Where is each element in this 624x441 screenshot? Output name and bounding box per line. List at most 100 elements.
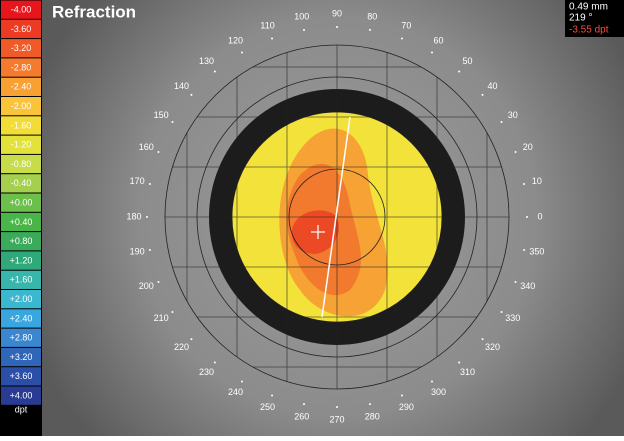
angle-label: 60	[433, 36, 443, 46]
angle-dot	[336, 26, 338, 28]
angle-dot	[431, 51, 433, 54]
angle-label: 350	[529, 247, 544, 257]
angle-dot	[431, 380, 433, 383]
angle-dot	[523, 248, 526, 251]
angle-label: 320	[485, 342, 500, 352]
grid	[164, 44, 510, 390]
angle-dot	[303, 403, 306, 406]
angle-dot	[271, 394, 274, 397]
scale-swatch	[1, 270, 41, 289]
angle-label: 170	[130, 176, 145, 186]
scale-swatch	[1, 212, 41, 232]
scale-label: -2.40	[11, 82, 32, 92]
angle-label: 240	[228, 387, 243, 397]
info-refraction: -3.55 dpt	[569, 25, 609, 36]
angle-label: 330	[505, 313, 520, 323]
angle-dot	[368, 28, 371, 31]
angle-dot	[514, 280, 517, 283]
angle-dot	[481, 338, 484, 341]
angle-label: 10	[532, 176, 542, 186]
scale-swatch	[1, 39, 41, 58]
scale-swatch	[1, 347, 41, 367]
angle-dot	[458, 361, 461, 364]
scale-label: +2.80	[10, 333, 33, 343]
scale-swatch	[1, 367, 41, 386]
scale-label: +2.00	[10, 294, 33, 304]
angle-dot	[400, 394, 403, 397]
angle-label: 0	[537, 211, 542, 221]
scale-swatch	[1, 0, 41, 19]
scale-unit: dpt	[15, 404, 28, 414]
scale-label: +1.20	[10, 255, 33, 265]
refraction-map	[232, 112, 442, 322]
scale-label: +0.40	[10, 217, 33, 227]
scale-label: -0.40	[11, 178, 32, 188]
angle-dot	[400, 37, 403, 40]
info-angle: 219 °	[569, 13, 592, 24]
scale-swatch	[1, 116, 41, 135]
angle-dot	[458, 70, 461, 73]
scale-swatch	[1, 232, 41, 251]
scale-label: +3.20	[10, 352, 33, 362]
angle-dot	[148, 248, 151, 251]
angle-dot	[171, 121, 174, 123]
angle-label: 230	[199, 367, 214, 377]
angle-dot	[241, 51, 243, 54]
angle-dot	[157, 280, 160, 283]
angle-label: 190	[130, 247, 145, 257]
scale-label: +4.00	[10, 391, 33, 401]
angle-dot	[171, 311, 174, 313]
scale-swatch	[1, 174, 41, 193]
angle-dot	[190, 338, 193, 341]
angle-label: 200	[139, 281, 154, 291]
angle-dot	[500, 121, 503, 123]
angle-label: 120	[228, 36, 243, 46]
cursor	[311, 225, 325, 239]
scale-label: -2.00	[11, 101, 32, 111]
angle-dot	[336, 406, 338, 408]
scale-label: +0.00	[10, 198, 33, 208]
angle-label: 90	[332, 8, 342, 18]
angle-label: 260	[294, 411, 309, 421]
angle-dot	[271, 37, 274, 40]
scale-label: -0.80	[11, 159, 32, 169]
angle-dot	[148, 183, 151, 186]
angle-label: 160	[139, 142, 154, 152]
scale-swatch	[1, 77, 41, 96]
scale-label: +2.40	[10, 313, 33, 323]
scale-swatch	[1, 386, 41, 405]
angle-label: 220	[174, 342, 189, 352]
scale-label: -1.60	[11, 120, 32, 130]
info-distance: 0.49 mm	[569, 2, 608, 13]
scale-swatch	[1, 19, 41, 39]
angle-label: 20	[523, 142, 533, 152]
angle-dot	[213, 361, 216, 364]
scale-label: -3.20	[11, 43, 32, 53]
scale-label: -4.00	[11, 5, 32, 15]
scale-swatch	[1, 290, 41, 309]
angle-label: 110	[260, 21, 274, 31]
angle-label: 80	[367, 11, 377, 21]
angle-label: 140	[174, 81, 189, 91]
angle-dot	[303, 28, 306, 31]
scale-label: -2.80	[11, 62, 32, 72]
angle-label: 40	[487, 81, 497, 91]
scale-swatch	[1, 58, 41, 77]
angle-dot	[190, 93, 193, 96]
scale-swatch	[1, 193, 41, 212]
angle-label: 290	[399, 402, 414, 412]
angle-dot	[500, 311, 503, 313]
scale-swatch	[1, 154, 41, 174]
angle-dot	[368, 403, 371, 406]
angle-label: 30	[508, 110, 518, 120]
angle-dot	[523, 183, 526, 186]
angle-dot	[514, 151, 517, 154]
angle-label: 300	[431, 387, 446, 397]
angle-dot	[157, 151, 160, 154]
scale-label: +0.80	[10, 236, 33, 246]
info-box	[565, 0, 624, 37]
angle-label: 180	[126, 211, 141, 221]
angle-dot	[526, 216, 528, 218]
